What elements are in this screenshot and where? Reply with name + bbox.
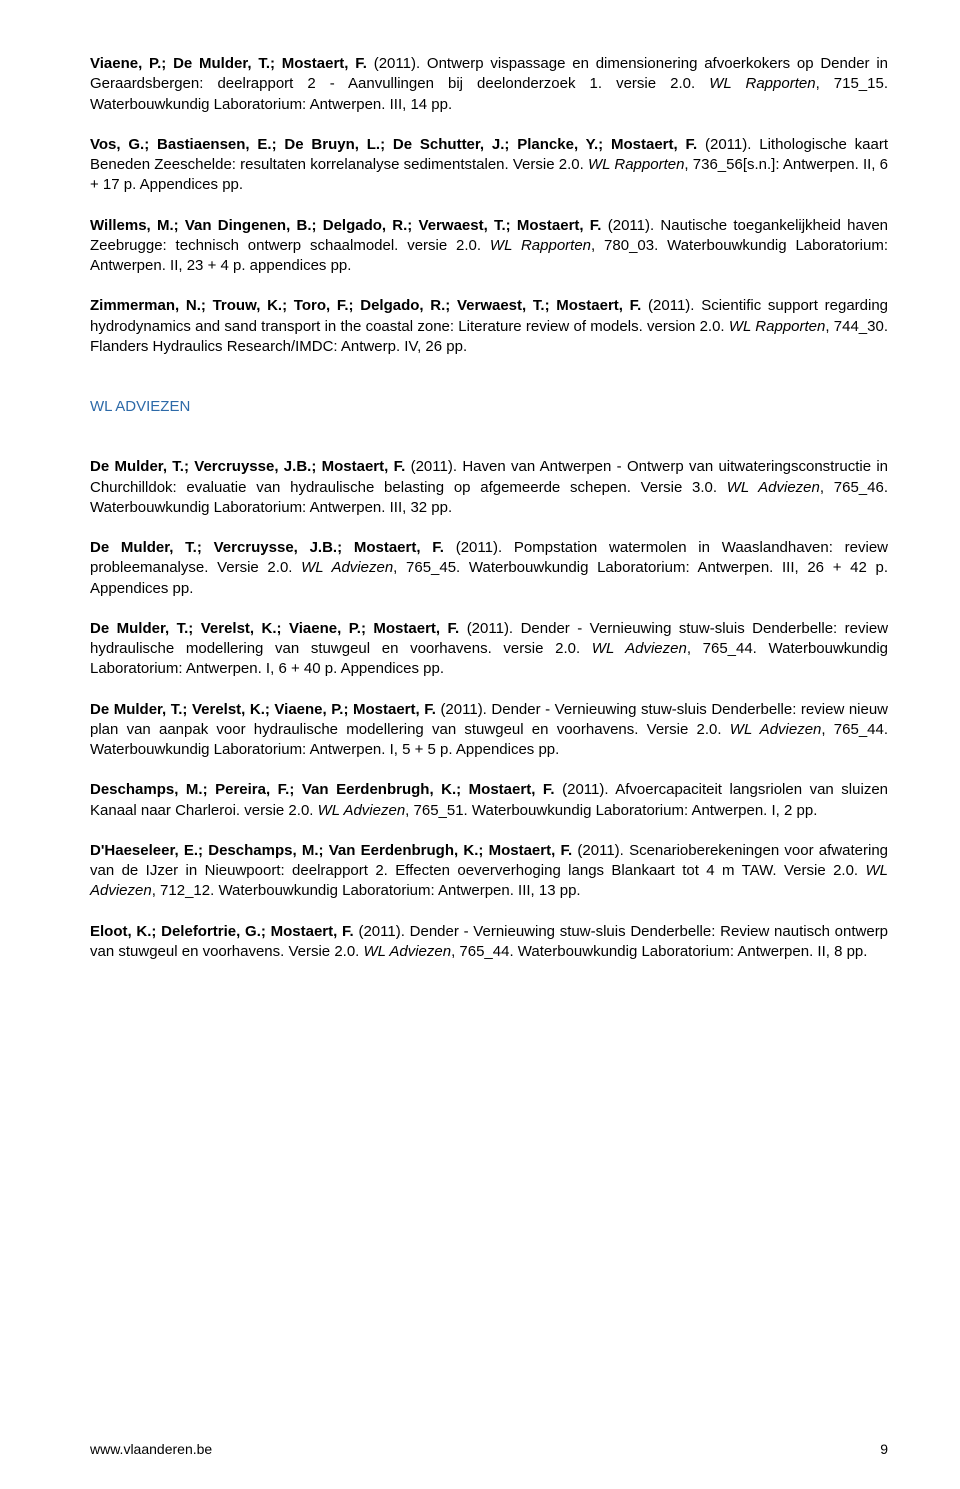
reference-entry: D'Haeseleer, E.; Deschamps, M.; Van Eerd… xyxy=(90,841,888,902)
ref-authors: De Mulder, T.; Vercruysse, J.B.; Mostaer… xyxy=(90,539,444,556)
ref-series: WL Adviezen xyxy=(318,802,406,819)
ref-rest: , 765_51. Waterbouwkundig Laboratorium: … xyxy=(405,802,817,819)
reference-entry: De Mulder, T.; Vercruysse, J.B.; Mostaer… xyxy=(90,538,888,599)
reference-entry: Deschamps, M.; Pereira, F.; Van Eerdenbr… xyxy=(90,780,888,821)
ref-year: (2011). xyxy=(358,923,404,940)
ref-series: WL Adviezen xyxy=(301,559,393,576)
reference-entry: Viaene, P.; De Mulder, T.; Mostaert, F. … xyxy=(90,54,888,115)
ref-series: WL Rapporten xyxy=(729,318,826,335)
ref-year: (2011). xyxy=(411,458,457,475)
reference-entry: Zimmerman, N.; Trouw, K.; Toro, F.; Delg… xyxy=(90,296,888,357)
ref-authors: Eloot, K.; Delefortrie, G.; Mostaert, F. xyxy=(90,923,354,940)
adviezen-block: De Mulder, T.; Vercruysse, J.B.; Mostaer… xyxy=(90,457,888,962)
ref-year: (2011). xyxy=(440,701,486,718)
reference-entry: Eloot, K.; Delefortrie, G.; Mostaert, F.… xyxy=(90,922,888,963)
ref-series: WL Adviezen xyxy=(364,943,452,960)
ref-year: (2011). xyxy=(467,620,513,637)
ref-rest: , 765_44. Waterbouwkundig Laboratorium: … xyxy=(451,943,867,960)
ref-year: (2011). xyxy=(608,217,654,234)
ref-year: (2011). xyxy=(705,136,751,153)
ref-authors: Zimmerman, N.; Trouw, K.; Toro, F.; Delg… xyxy=(90,297,641,314)
ref-series: WL Adviezen xyxy=(727,479,820,496)
footer-page-number: 9 xyxy=(880,1440,888,1459)
ref-series: WL Adviezen xyxy=(592,640,687,657)
ref-series: WL Rapporten xyxy=(588,156,684,173)
ref-year: (2011). xyxy=(648,297,694,314)
ref-year: (2011). xyxy=(374,55,420,72)
ref-year: (2011). xyxy=(456,539,502,556)
ref-year: (2011). xyxy=(577,842,623,859)
footer-url: www.vlaanderen.be xyxy=(90,1440,212,1459)
ref-series: WL Rapporten xyxy=(490,237,591,254)
section-heading-wl-adviezen: WL ADVIEZEN xyxy=(90,397,888,417)
reference-entry: De Mulder, T.; Vercruysse, J.B.; Mostaer… xyxy=(90,457,888,518)
reference-entry: Willems, M.; Van Dingenen, B.; Delgado, … xyxy=(90,216,888,277)
reference-entry: De Mulder, T.; Verelst, K.; Viaene, P.; … xyxy=(90,700,888,761)
ref-series: WL Rapporten xyxy=(709,75,815,92)
ref-series: WL Adviezen xyxy=(730,721,822,738)
ref-authors: De Mulder, T.; Vercruysse, J.B.; Mostaer… xyxy=(90,458,405,475)
ref-authors: Willems, M.; Van Dingenen, B.; Delgado, … xyxy=(90,217,601,234)
ref-rest: , 712_12. Waterbouwkundig Laboratorium: … xyxy=(152,882,581,899)
references-block: Viaene, P.; De Mulder, T.; Mostaert, F. … xyxy=(90,54,888,357)
reference-entry: Vos, G.; Bastiaensen, E.; De Bruyn, L.; … xyxy=(90,135,888,196)
ref-authors: Vos, G.; Bastiaensen, E.; De Bruyn, L.; … xyxy=(90,136,697,153)
ref-authors: Deschamps, M.; Pereira, F.; Van Eerdenbr… xyxy=(90,781,555,798)
reference-entry: De Mulder, T.; Verelst, K.; Viaene, P.; … xyxy=(90,619,888,680)
page: Viaene, P.; De Mulder, T.; Mostaert, F. … xyxy=(0,0,960,1489)
ref-authors: De Mulder, T.; Verelst, K.; Viaene, P.; … xyxy=(90,620,459,637)
ref-authors: Viaene, P.; De Mulder, T.; Mostaert, F. xyxy=(90,55,367,72)
ref-year: (2011). xyxy=(562,781,608,798)
footer: www.vlaanderen.be 9 xyxy=(90,1440,888,1459)
ref-authors: De Mulder, T.; Verelst, K.; Viaene, P.; … xyxy=(90,701,436,718)
ref-authors: D'Haeseleer, E.; Deschamps, M.; Van Eerd… xyxy=(90,842,572,859)
